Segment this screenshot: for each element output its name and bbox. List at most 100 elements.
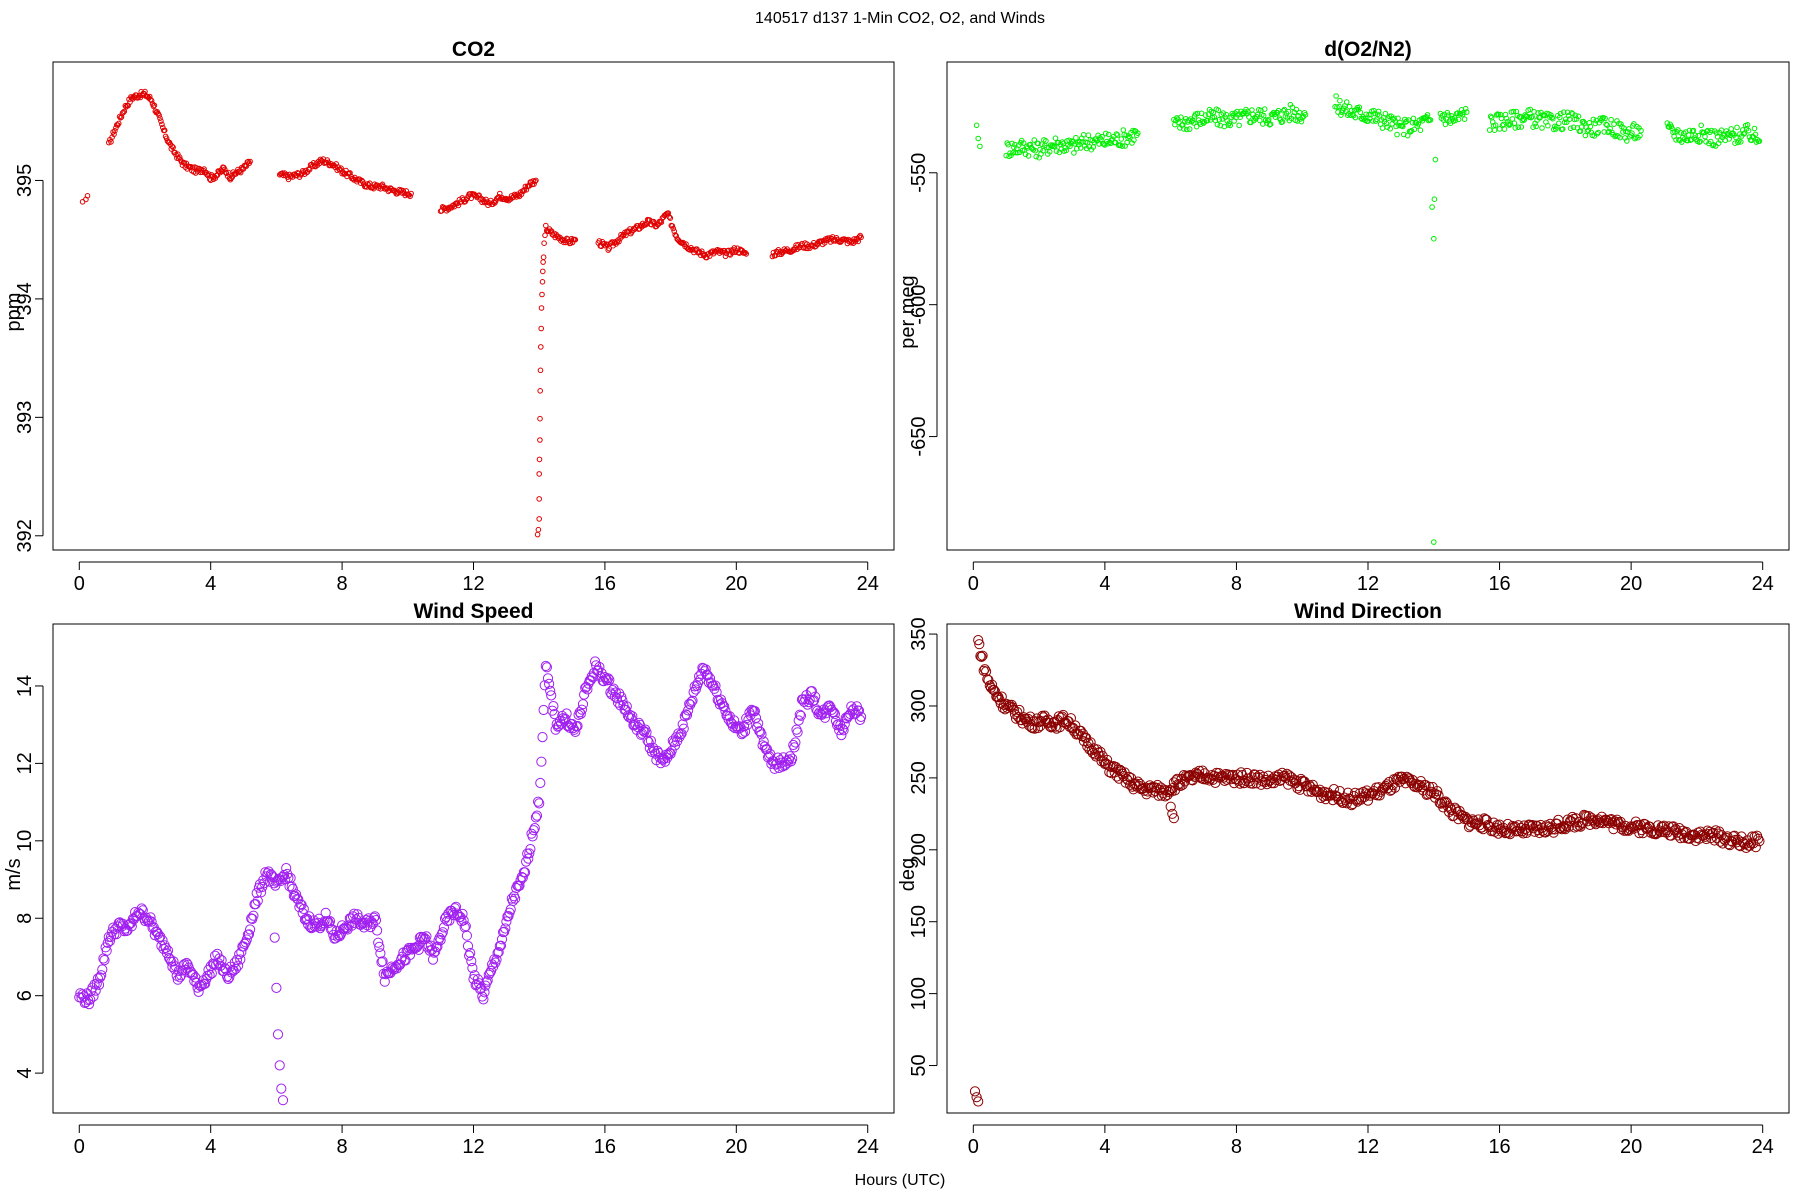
data-point: [539, 291, 545, 298]
data-point: [1113, 131, 1120, 137]
x-tick-label: 12: [462, 573, 484, 595]
data-point: [1442, 121, 1449, 128]
data-point: [561, 708, 572, 719]
data-point: [122, 102, 129, 109]
data-point: [400, 187, 407, 194]
data-point: [577, 699, 589, 710]
data-point: [1574, 820, 1585, 831]
data-point: [1362, 795, 1374, 806]
data-points: [74, 656, 867, 1106]
data-point: [190, 972, 201, 983]
y-tick-label: -650: [908, 417, 930, 457]
data-point: [683, 241, 689, 247]
data-point: [1181, 126, 1187, 132]
data-point: [1085, 132, 1092, 138]
data-point: [743, 251, 750, 257]
data-point: [1647, 826, 1658, 837]
data-point: [213, 958, 224, 969]
data-point: [788, 739, 799, 751]
data-point: [105, 931, 117, 943]
data-point: [687, 695, 698, 706]
data-point: [1257, 117, 1263, 124]
data-point: [829, 708, 841, 720]
data-point: [1638, 127, 1644, 134]
data-point: [1493, 112, 1500, 118]
data-point: [1726, 136, 1732, 142]
data-point: [700, 664, 711, 675]
data-point: [271, 982, 282, 994]
plot-frame: [52, 61, 895, 551]
data-point: [414, 932, 425, 943]
data-point: [409, 943, 420, 954]
x-tick-label: 8: [1231, 573, 1242, 595]
data-point: [174, 972, 186, 983]
data-point: [1400, 123, 1406, 130]
data-point: [1291, 775, 1302, 786]
data-point: [1215, 107, 1222, 113]
data-point: [1637, 132, 1643, 139]
data-point: [327, 924, 338, 935]
data-point: [1463, 109, 1470, 115]
data-point: [205, 961, 216, 972]
data-point: [1044, 144, 1050, 151]
data-point: [1202, 112, 1209, 118]
y-tick-label: 6: [14, 990, 36, 1001]
data-point: [1534, 827, 1545, 839]
data-point: [462, 940, 474, 952]
data-point: [214, 953, 225, 964]
data-point: [137, 905, 148, 916]
data-point: [88, 991, 99, 1002]
data-point: [1489, 119, 1496, 125]
data-point: [1053, 148, 1060, 154]
data-point: [101, 945, 112, 956]
data-point: [1268, 778, 1280, 789]
data-point: [1083, 145, 1090, 152]
data-point: [247, 158, 253, 165]
y-axis-label: deg: [897, 858, 919, 891]
data-point: [495, 940, 506, 951]
data-point: [1612, 133, 1618, 140]
x-tick-label: 12: [462, 1136, 484, 1158]
x-tick-label: 24: [857, 573, 879, 595]
x-tick-label: 20: [1620, 573, 1642, 595]
data-point: [1712, 143, 1719, 149]
data-point: [298, 903, 309, 915]
y-tick-label: 250: [908, 761, 930, 794]
data-point: [535, 526, 542, 533]
data-point: [1051, 143, 1058, 150]
data-point: [1227, 122, 1233, 129]
data-point: [509, 893, 521, 904]
x-tick-label: 16: [1488, 1136, 1510, 1158]
data-point: [977, 650, 988, 661]
data-point: [126, 921, 137, 932]
data-point: [683, 705, 694, 716]
data-point: [550, 724, 561, 735]
x-tick-label: 12: [1357, 1136, 1379, 1158]
data-point: [157, 115, 163, 121]
y-tick-label: -600: [908, 285, 930, 325]
data-point: [1167, 808, 1178, 819]
data-point: [1099, 133, 1105, 140]
data-point: [1673, 137, 1679, 143]
y-tick-label: 392: [14, 519, 36, 552]
data-point: [1337, 97, 1343, 104]
data-point: [1452, 117, 1459, 124]
data-point: [677, 719, 688, 730]
data-point: [84, 193, 91, 199]
data-point: [1285, 108, 1292, 115]
data-point: [450, 901, 462, 912]
data-point: [537, 367, 544, 374]
data-point: [684, 698, 695, 709]
data-point: [91, 978, 102, 989]
data-point: [1567, 125, 1574, 132]
data-point: [667, 215, 674, 221]
data-point: [1250, 769, 1261, 780]
data-point: [1118, 136, 1125, 142]
data-point: [1223, 111, 1229, 118]
y-tick-label: 200: [908, 833, 930, 866]
data-point: [533, 796, 544, 807]
x-tick-label: 0: [74, 573, 85, 595]
data-point: [1616, 824, 1627, 835]
data-point: [749, 706, 761, 717]
data-point: [1753, 833, 1764, 844]
